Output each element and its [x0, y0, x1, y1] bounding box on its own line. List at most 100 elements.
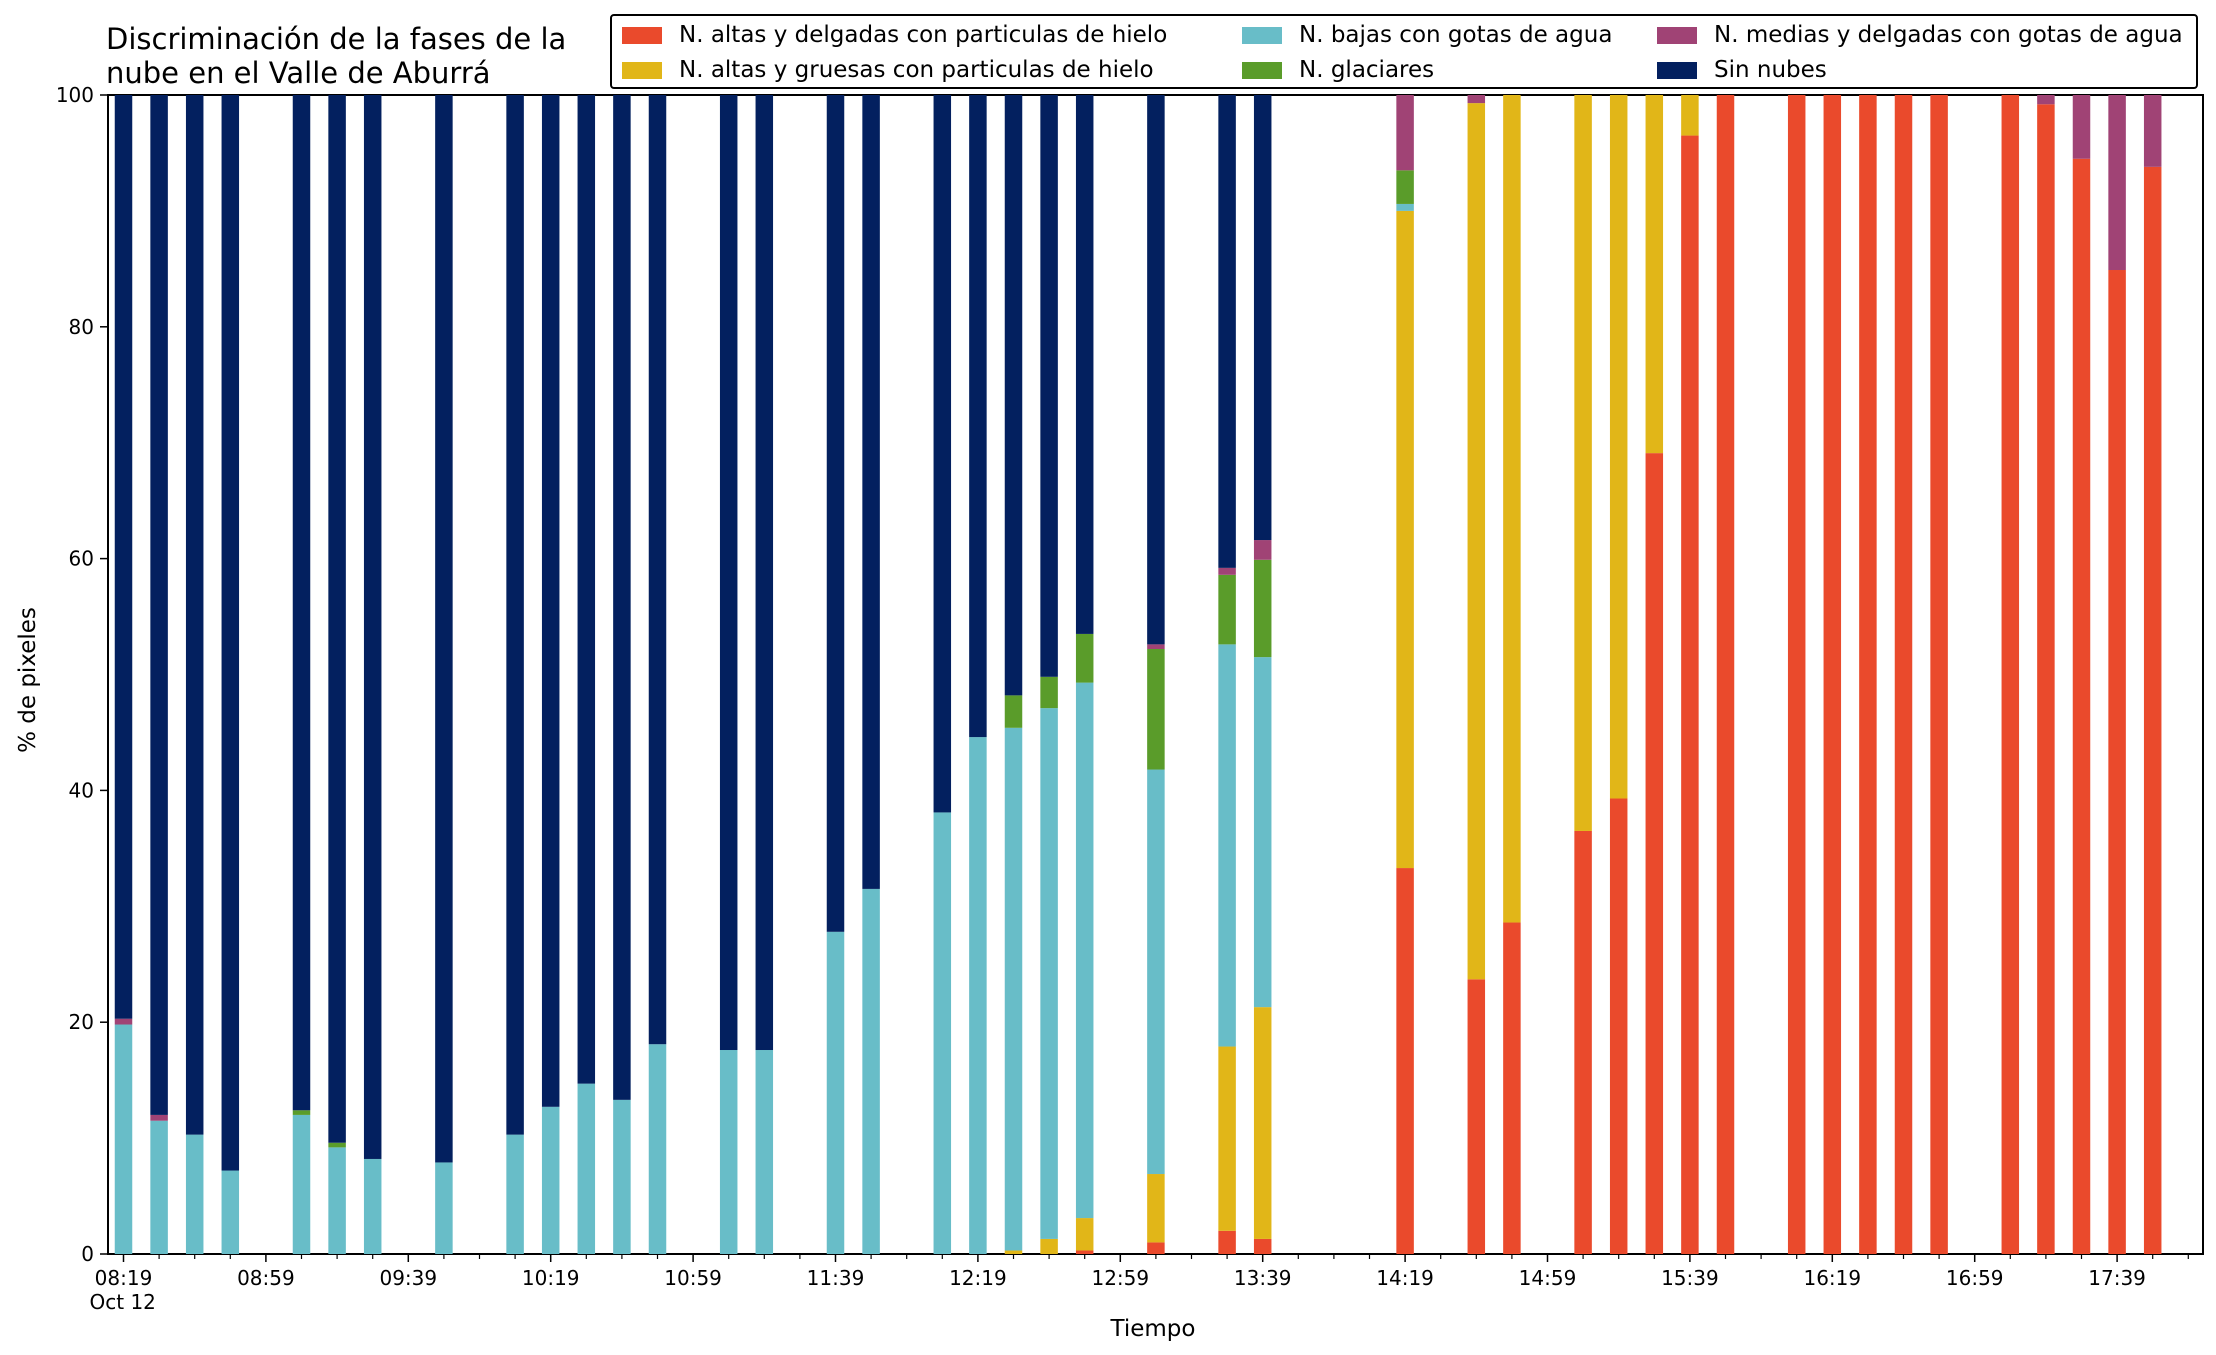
legend-item: N. glaciares: [1242, 57, 1434, 83]
x-axis-label: Tiempo: [1110, 1316, 1196, 1342]
bar-segment: [328, 1147, 346, 1254]
bar-segment: [1004, 727, 1023, 1251]
bar-segment: [1894, 95, 1913, 1254]
bar-segment: [1645, 95, 1664, 454]
bar-segment: [1004, 695, 1023, 728]
bar-segment: [1253, 559, 1272, 658]
bar-segment: [1218, 95, 1236, 568]
bar-segment: [755, 95, 774, 1051]
bar-segment: [1253, 1007, 1272, 1239]
legend-swatch: [1657, 61, 1697, 79]
bar-segment: [648, 95, 667, 1045]
bar-segment: [1075, 1250, 1094, 1254]
bar-segment: [1147, 1242, 1165, 1254]
bar-segment: [1574, 830, 1592, 1254]
bar-segment: [1253, 540, 1272, 560]
bar-segment: [1930, 95, 1948, 1254]
bar-segment: [114, 1018, 133, 1025]
legend-label: N. altas y gruesas con particulas de hie…: [679, 57, 1154, 83]
bar-segment: [292, 95, 311, 1111]
x-tick-label: 10:59: [664, 1266, 722, 1290]
x-tick-label: 17:39: [2088, 1266, 2146, 1290]
bar-segment: [1218, 574, 1236, 645]
legend-label: N. altas y delgadas con particulas de hi…: [679, 22, 1168, 48]
y-axis-label: % de pixeles: [15, 607, 41, 753]
bar-segment: [1147, 649, 1165, 770]
bars-group: [114, 95, 2162, 1255]
bar-segment: [363, 1158, 382, 1254]
bar-segment: [1218, 1046, 1236, 1231]
bar-segment: [2037, 104, 2055, 1255]
bar-segment: [862, 888, 880, 1254]
bar-segment: [1040, 95, 1058, 677]
bar-segment: [1467, 979, 1486, 1254]
bar-segment: [1716, 95, 1735, 1254]
bar-segment: [755, 1050, 774, 1254]
legend-label: N. glaciares: [1299, 57, 1435, 83]
x-tick-label: 14:59: [1519, 1266, 1577, 1290]
bar-segment: [1040, 708, 1058, 1239]
legend-label: N. medias y delgadas con gotas de agua: [1714, 22, 2183, 48]
bar-segment: [1859, 95, 1877, 1254]
bar-segment: [648, 1044, 667, 1254]
bar-segment: [2072, 95, 2091, 159]
bar-segment: [221, 95, 240, 1171]
bar-segment: [1147, 1174, 1165, 1243]
legend-item: N. medias y delgadas con gotas de agua: [1657, 22, 2183, 48]
bar-segment: [1075, 633, 1094, 683]
y-tick-label: 60: [69, 547, 94, 571]
legend-label: Sin nubes: [1714, 57, 1827, 83]
chart-title: Discriminación de la fases de la nube en…: [106, 22, 567, 90]
legend-swatch: [1657, 26, 1697, 44]
legend: N. altas y delgadas con particulas de hi…: [610, 14, 2198, 89]
bar-segment: [363, 95, 382, 1159]
bar-segment: [613, 1099, 631, 1254]
bar-segment: [2037, 95, 2055, 105]
legend-item: N. bajas con gotas de agua: [1242, 22, 1612, 48]
bar-segment: [1823, 95, 1842, 1254]
x-tick-label: 12:59: [1091, 1266, 1149, 1290]
bar-segment: [114, 95, 133, 1019]
bar-segment: [150, 1114, 168, 1121]
bar-segment: [826, 931, 845, 1254]
bar-segment: [1218, 644, 1236, 1047]
bar-segment: [2143, 166, 2162, 1254]
bar-segment: [1253, 95, 1272, 541]
x-tick-label: 12:19: [949, 1266, 1007, 1290]
bar-segment: [1681, 95, 1699, 136]
bar-segment: [2001, 95, 2020, 1254]
bar-segment: [577, 1083, 596, 1254]
y-tick-label: 100: [56, 83, 94, 107]
bar-segment: [435, 95, 453, 1163]
x-tick-label: 16:19: [1803, 1266, 1861, 1290]
x-tick-label: 10:19: [522, 1266, 580, 1290]
bar-segment: [1503, 922, 1521, 1254]
bar-segment: [1609, 798, 1628, 1254]
legend-swatch: [622, 26, 662, 44]
bar-segment: [150, 95, 168, 1115]
bar-segment: [328, 1142, 346, 1148]
bar-segment: [1147, 769, 1165, 1175]
bar-segment: [933, 95, 952, 813]
bar-segment: [506, 1134, 524, 1254]
legend-item: N. altas y gruesas con particulas de hie…: [622, 57, 1154, 83]
bar-segment: [1467, 95, 1486, 104]
x-tick-label: 08:59: [237, 1266, 295, 1290]
legend-item: Sin nubes: [1657, 57, 1827, 83]
x-tick-label: 09:39: [379, 1266, 437, 1290]
bar-segment: [435, 1162, 453, 1254]
bar-segment: [541, 95, 560, 1107]
bar-segment: [292, 1110, 311, 1115]
bar-segment: [506, 95, 524, 1135]
bar-segment: [1503, 95, 1521, 923]
bar-segment: [1574, 95, 1592, 831]
x-tick-label: 11:39: [807, 1266, 865, 1290]
bar-segment: [1040, 676, 1058, 709]
bar-segment: [1467, 103, 1486, 980]
bar-segment: [1040, 1238, 1058, 1254]
bar-segment: [719, 95, 738, 1051]
bar-segment: [1075, 95, 1094, 634]
bar-segment: [1075, 682, 1094, 1219]
bar-segment: [826, 95, 845, 932]
